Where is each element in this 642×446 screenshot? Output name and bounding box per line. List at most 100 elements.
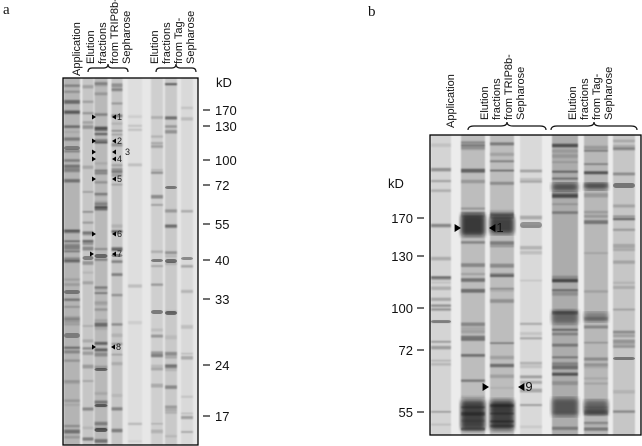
gel-band <box>64 283 80 286</box>
gel-band <box>151 334 163 338</box>
gel-band <box>64 316 80 319</box>
trip8b-brace <box>467 121 547 131</box>
gel-band <box>552 149 578 153</box>
lane-smear <box>181 78 193 445</box>
gel-band <box>490 342 514 344</box>
gel-band <box>552 343 578 347</box>
marker-55-kd: 55 <box>399 405 424 420</box>
gel-band <box>82 380 94 382</box>
gel-band <box>64 399 80 403</box>
marker-170-kd: 170 <box>391 211 424 226</box>
gel-band <box>64 131 80 133</box>
gel-band <box>461 354 485 357</box>
panel-a-lane-labels: Application Elution fractions from TRIP8… <box>71 0 197 76</box>
gel-band <box>94 352 108 357</box>
band-number: 6 <box>117 229 122 239</box>
band-arrow-5: 5 <box>92 174 122 184</box>
gel-band <box>94 181 108 184</box>
gel-band <box>151 364 163 369</box>
gel-band <box>64 243 80 247</box>
gel-band <box>552 291 578 296</box>
arrow-right-icon <box>92 149 96 155</box>
gel-band <box>490 152 514 156</box>
gel-band <box>111 164 123 167</box>
gel-lane <box>111 78 123 445</box>
band-number: 3 <box>125 147 130 157</box>
gel-band-strong <box>461 400 485 430</box>
gel-band <box>431 304 451 307</box>
label-application: Application <box>71 22 83 76</box>
gel-band <box>94 113 108 116</box>
arrow-left-icon <box>112 176 116 182</box>
gel-band <box>520 215 542 220</box>
gel-band <box>94 92 108 96</box>
marker-label: 17 <box>215 409 229 424</box>
gel-band <box>181 415 193 420</box>
gel-band-strong <box>64 333 80 338</box>
arrow-right-icon <box>92 231 96 237</box>
label-trip8b-line3: from TRIP8b- <box>503 54 515 120</box>
gel-band <box>94 422 108 426</box>
gel-band <box>111 393 123 398</box>
trip8b-brace <box>87 63 129 73</box>
gel-band <box>128 440 142 443</box>
gel-band <box>613 345 635 348</box>
band-arrow-8: 8 <box>92 342 121 352</box>
gel-band <box>613 215 635 218</box>
gel-band <box>151 145 163 148</box>
gel-band <box>431 167 451 172</box>
gel-band <box>64 323 80 326</box>
gel-band-strong <box>151 310 163 314</box>
gel-band <box>111 173 123 177</box>
gel-band <box>584 427 608 431</box>
gel-band <box>82 246 94 251</box>
marker-40-kd: 40 <box>203 253 229 268</box>
gel-band <box>181 412 193 415</box>
gel-band <box>520 375 542 379</box>
gel-band <box>82 261 94 265</box>
gel-band <box>151 169 163 171</box>
gel-band <box>181 106 193 110</box>
gel-band <box>431 179 451 183</box>
gel-band <box>151 354 163 357</box>
gel-band-strong <box>64 290 80 294</box>
gel-band <box>552 143 578 148</box>
label-tag-line4: Sepharose <box>185 11 197 64</box>
gel-band <box>181 265 193 268</box>
gel-band <box>64 125 80 128</box>
gel-band <box>552 289 578 292</box>
marker-130-kd: 130 <box>203 119 237 134</box>
arrow-left-icon <box>489 224 496 232</box>
panel-b-letter: b <box>368 4 376 20</box>
label-trip8b-line3: from TRIP8b- <box>109 0 121 64</box>
gel-band <box>165 126 177 129</box>
panel-b-band-arrows: 19 <box>454 220 533 394</box>
band-arrow-9: 9 <box>482 379 533 394</box>
marker-72-kd: 72 <box>399 343 424 358</box>
gel-band-strong <box>82 256 94 260</box>
gel-band <box>111 362 123 366</box>
gel-band <box>584 171 608 175</box>
gel-band-strong <box>94 404 108 407</box>
arrow-right-icon <box>92 156 96 162</box>
gel-band <box>461 330 485 334</box>
label-trip8b-line2: fractions <box>491 78 503 120</box>
gel-band <box>431 189 451 193</box>
gel-band <box>181 209 193 213</box>
gel-band <box>490 287 514 292</box>
gel-band <box>584 193 608 195</box>
gel-band <box>165 365 177 369</box>
band-number: 8 <box>116 342 121 352</box>
gel-band <box>94 202 108 206</box>
gel-band-strong <box>552 310 578 324</box>
gel-lane <box>520 135 542 435</box>
gel-band <box>165 125 177 128</box>
gel-band <box>431 286 451 290</box>
gel-band <box>613 260 635 264</box>
gel-band <box>552 161 578 164</box>
gel-lane <box>613 135 635 435</box>
gel-band <box>613 410 635 413</box>
gel-lane <box>584 135 608 435</box>
gel-band <box>431 359 451 362</box>
